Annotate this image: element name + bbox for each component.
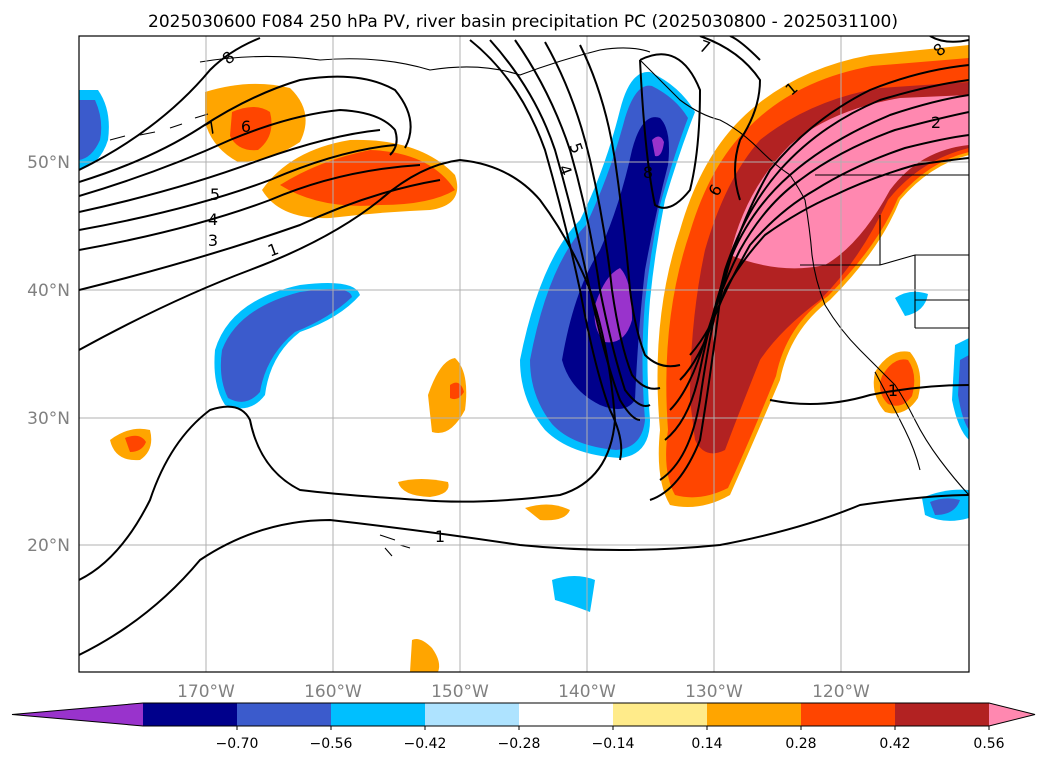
colorbar-bin <box>613 703 708 726</box>
lat-label: 20°N <box>27 536 70 556</box>
aleutian-islands <box>109 113 209 141</box>
colorbar-bin <box>331 703 426 726</box>
lat-label: 30°N <box>27 409 70 429</box>
contour-label: 6 <box>241 117 251 136</box>
lon-label: 120°W <box>812 682 870 702</box>
lon-label: 170°W <box>177 682 235 702</box>
colorbar-bin <box>143 703 238 726</box>
gridlines <box>79 36 969 672</box>
pv-contour-trough-4 <box>544 41 661 390</box>
negative-anomaly-southwest-us <box>895 291 928 316</box>
map-frame <box>78 35 970 673</box>
colorbar-tick-label: 0.28 <box>785 736 816 752</box>
colorbar-bin <box>425 703 520 726</box>
contour-label: 5 <box>210 185 220 204</box>
map-area: 8 7 6 5 4 3 1 7 5 4 8 6 1 8 2 1 1 <box>79 36 969 672</box>
pv-contour-trough-3 <box>514 39 651 407</box>
us-west-coast <box>804 199 969 496</box>
pv-contour-ridge-3 <box>664 94 969 441</box>
pv-contour-labels: 8 7 6 5 4 3 1 7 5 4 8 6 1 8 2 1 1 <box>202 36 949 546</box>
colorbar-outline <box>11 702 1036 727</box>
colorbar-tick-label: −0.42 <box>404 736 447 752</box>
pv-contour-trough-1 <box>469 39 623 461</box>
pv-contour-ridge-2 <box>659 79 969 481</box>
contour-label: 4 <box>208 210 218 229</box>
colorbar-bin <box>237 703 332 726</box>
map-title: 2025030600 F084 250 hPa PV, river basin … <box>148 12 898 32</box>
alaska-coast <box>199 47 651 76</box>
colorbar-bin <box>519 703 614 726</box>
pv-contour-trough-2 <box>489 39 641 421</box>
colorbar-tick-label: 0.56 <box>973 736 1004 752</box>
colorbar-bin <box>707 703 802 726</box>
negative-anomaly-core-south <box>594 268 632 343</box>
pv-contour-5-west <box>79 129 381 213</box>
longitude-tick-labels: 170°W 160°W 150°W 140°W 130°W 120°W <box>177 682 870 702</box>
lon-label: 140°W <box>558 682 616 702</box>
contour-label: 1 <box>435 527 445 546</box>
colorbar-tick-label: −0.70 <box>216 736 259 752</box>
pv-contour-3-west <box>79 164 421 251</box>
pv-contour-6-west <box>79 108 398 197</box>
pv-contour-trough-5 <box>579 44 681 368</box>
positive-anomaly-small-5 <box>410 639 440 672</box>
latitude-tick-labels: 50°N 40°N 30°N 20°N <box>27 153 70 556</box>
pv-contour-1-main <box>79 158 617 581</box>
colorbar-tick-label: −0.28 <box>498 736 541 752</box>
colorbar-bin <box>801 703 896 726</box>
baja-coast <box>874 371 921 471</box>
pv-contours <box>79 36 969 656</box>
colorbar-extend-min <box>12 703 143 726</box>
lon-label: 130°W <box>685 682 743 702</box>
positive-anomaly-small-3 <box>398 479 449 497</box>
pv-contour-northeast <box>929 36 969 43</box>
canada-coast <box>639 59 806 201</box>
pv-contour-ridge-6 <box>689 157 969 356</box>
pv-contour-southeast <box>769 384 969 405</box>
negative-anomaly-core-north <box>652 136 664 157</box>
negative-anomaly-small-south <box>552 576 595 612</box>
lon-label: 150°W <box>431 682 489 702</box>
colorbar: −0.70 −0.56 −0.42 −0.28 −0.14 0.14 0.28 0.42 0.5… <box>11 702 1036 752</box>
colorbar-bin <box>895 703 990 726</box>
colorbar-extend-max <box>989 703 1035 726</box>
pv-contour-8-west <box>79 37 261 171</box>
pv-contour-4-west <box>79 144 396 231</box>
pv-contour-closed-8 <box>639 53 702 209</box>
pv-contour-1-south <box>79 494 969 656</box>
colorbar-tick-label: 0.14 <box>691 736 722 752</box>
contour-label: 8 <box>643 163 653 182</box>
colorbar-tick-label: −0.56 <box>310 736 353 752</box>
lat-label: 40°N <box>27 281 70 301</box>
positive-anomaly-small-4 <box>525 504 570 521</box>
contour-label: 3 <box>208 231 218 250</box>
positive-anomaly-max <box>730 95 969 269</box>
positive-anomaly-small-1 <box>428 358 467 434</box>
colorbar-tick-label: −0.14 <box>592 736 635 752</box>
colorbar-tick-label: 0.42 <box>879 736 910 752</box>
contour-label: 1 <box>888 381 898 400</box>
us-states <box>800 215 969 329</box>
pv-contour-7-west <box>79 75 412 183</box>
pv-contour-ridge-outer <box>699 36 762 201</box>
lat-label: 50°N <box>27 153 70 173</box>
contour-label: 2 <box>931 113 941 132</box>
lon-label: 160°W <box>304 682 362 702</box>
